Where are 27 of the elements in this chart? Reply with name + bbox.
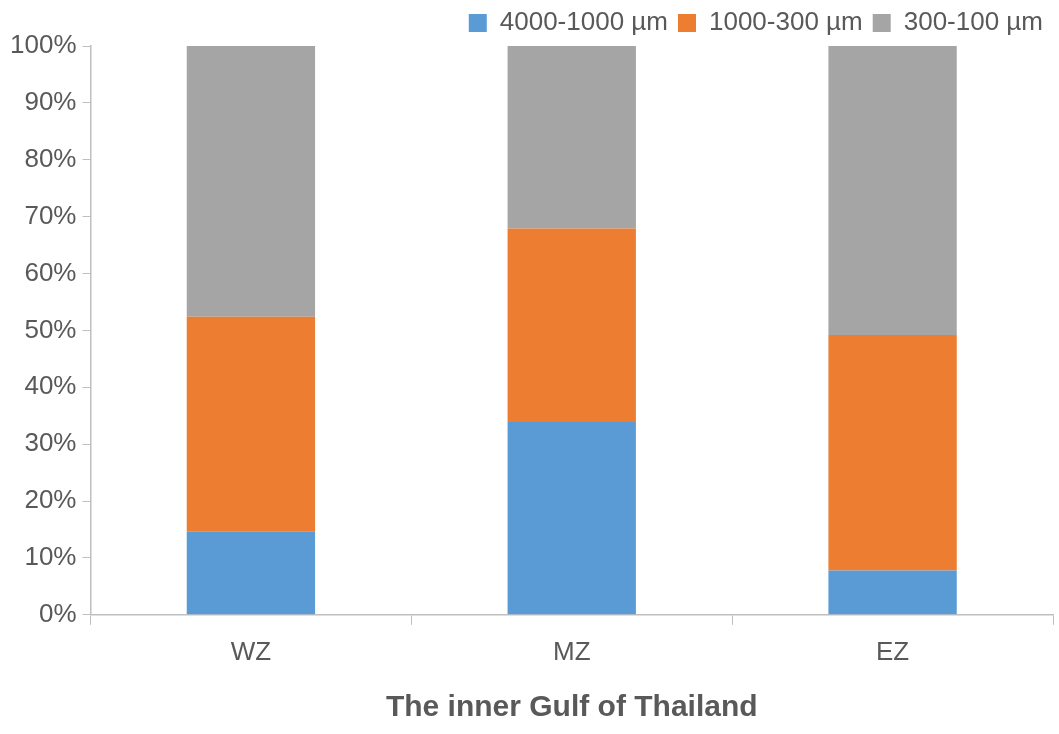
x-tick-label: WZ — [230, 635, 272, 666]
x-axis-title: The inner Gulf of Thailand — [385, 689, 758, 723]
y-tick-label: 10% — [24, 541, 77, 572]
legend-label: 1000-300 µm — [708, 6, 863, 37]
bar — [186, 531, 316, 615]
y-tick-label: 0% — [38, 597, 77, 628]
y-tick-label: 80% — [24, 142, 77, 173]
legend-label: 4000-1000 µm — [499, 6, 668, 37]
y-tick-label: 20% — [24, 484, 77, 515]
y-tick-label: 30% — [24, 427, 77, 458]
y-tick-label: 90% — [24, 86, 77, 117]
bar — [828, 570, 957, 615]
y-tick-label: 100% — [10, 29, 77, 60]
bar — [186, 316, 316, 532]
y-tick-label: 40% — [24, 370, 77, 401]
bar — [507, 46, 636, 229]
x-tick-label: EZ — [875, 635, 910, 666]
bar — [507, 421, 636, 615]
bar — [186, 46, 316, 317]
y-tick-label: 60% — [24, 256, 77, 287]
bar — [828, 334, 957, 571]
y-tick-label: 50% — [24, 313, 77, 344]
bar — [507, 228, 636, 422]
legend-label: 300-100 µm — [903, 6, 1043, 37]
x-tick-label: MZ — [552, 635, 591, 666]
bar — [828, 46, 957, 335]
y-tick-label: 70% — [24, 199, 77, 230]
